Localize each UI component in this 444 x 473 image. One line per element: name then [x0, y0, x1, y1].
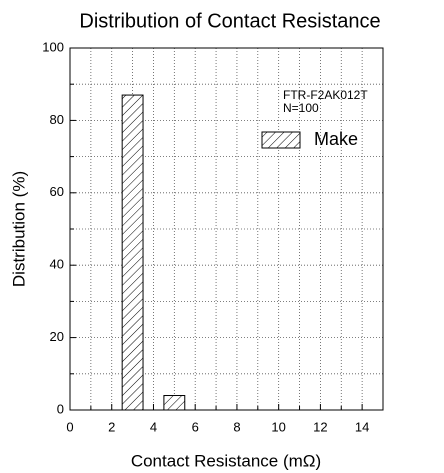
y-tick-label: 40 [50, 257, 64, 272]
bar [163, 395, 186, 411]
x-tick-label: 12 [313, 419, 327, 434]
x-tick-label: 4 [150, 419, 157, 434]
legend-swatch [261, 131, 301, 149]
x-axis-label: Contact Resistance (mΩ) [131, 451, 321, 470]
y-tick-label: 20 [50, 329, 64, 344]
y-tick-label: 80 [50, 112, 64, 127]
y-axis-label: Distribution (%) [9, 171, 28, 287]
x-tick-label: 10 [271, 419, 285, 434]
plot-frame [69, 47, 384, 411]
legend-label: Make [314, 129, 358, 149]
y-tick-label: 100 [42, 39, 64, 54]
y-tick-label: 0 [57, 401, 64, 416]
y-tick-label: 60 [50, 184, 64, 199]
annotation: N=100 [283, 101, 319, 115]
bar [121, 94, 144, 411]
x-tick-label: 8 [233, 419, 240, 434]
x-tick-label: 14 [355, 419, 369, 434]
annotation: FTR-F2AK012T [283, 88, 368, 102]
x-tick-label: 2 [108, 419, 115, 434]
x-tick-label: 0 [66, 419, 73, 434]
chart-title: Distribution of Contact Resistance [79, 10, 380, 32]
x-tick-label: 6 [192, 419, 199, 434]
